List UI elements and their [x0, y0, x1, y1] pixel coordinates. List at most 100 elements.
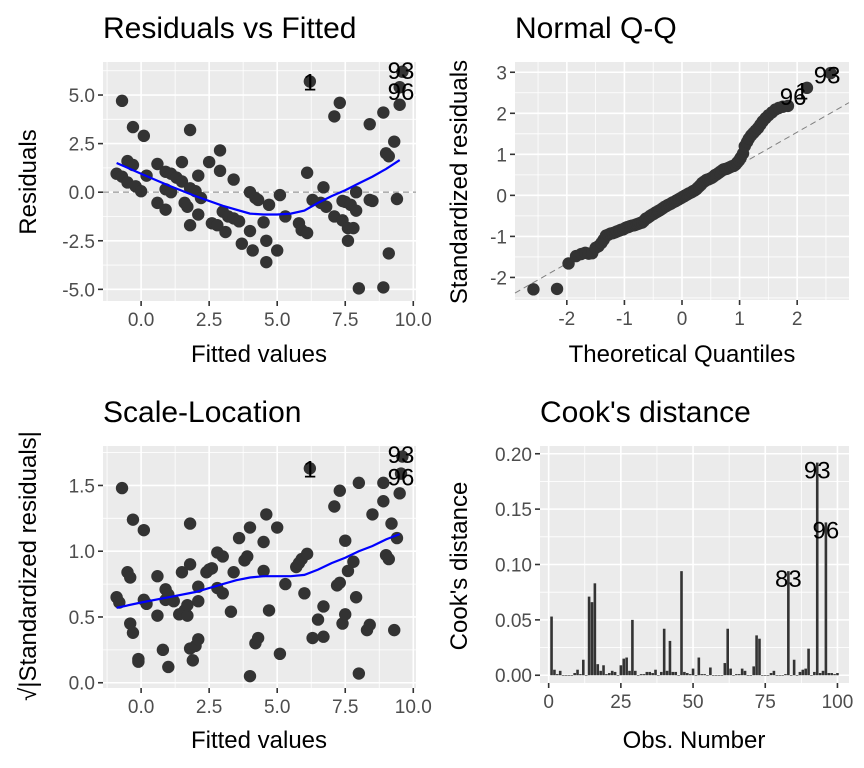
- x-axis-title: Fitted values: [191, 727, 327, 754]
- data-point: [216, 587, 229, 600]
- bar: [570, 675, 574, 676]
- x-axis-title: Fitted values: [191, 341, 327, 368]
- data-point: [382, 552, 395, 566]
- data-point: [134, 185, 148, 198]
- data-point: [227, 566, 240, 579]
- data-point: [227, 173, 240, 186]
- bar: [818, 673, 822, 676]
- x-tick-label: 0.0: [128, 697, 154, 718]
- bar: [775, 675, 779, 676]
- x-tick-label: 5.0: [264, 310, 290, 331]
- bar: [659, 671, 663, 676]
- data-point: [260, 255, 273, 269]
- y-axis-title: Cook's distance: [446, 482, 473, 651]
- point-label: 96: [388, 79, 415, 106]
- bar: [746, 675, 750, 676]
- data-point: [183, 558, 197, 571]
- bar: [743, 670, 747, 676]
- data-point: [257, 535, 270, 549]
- bar: [700, 674, 704, 676]
- data-point: [390, 192, 404, 206]
- x-axis-title: Obs. Number: [623, 727, 766, 754]
- bar: [587, 596, 591, 676]
- y-tick-label: 0.15: [495, 500, 532, 521]
- data-point: [279, 210, 292, 223]
- x-tick-label: 75: [755, 692, 776, 713]
- data-point: [257, 564, 270, 578]
- data-point: [300, 547, 314, 561]
- data-point: [333, 576, 346, 589]
- bar: [558, 670, 562, 676]
- data-point: [328, 110, 341, 123]
- y-axis-title: Residuals: [15, 129, 42, 234]
- bar: [717, 675, 721, 676]
- bar: [579, 674, 582, 676]
- data-point: [300, 166, 314, 179]
- bar: [633, 670, 637, 676]
- bar: [711, 675, 715, 676]
- bar: [662, 628, 666, 676]
- bar: [735, 674, 738, 676]
- bar: [622, 658, 626, 676]
- data-point: [164, 185, 178, 199]
- bar: [599, 670, 602, 676]
- y-tick-label: 1: [496, 145, 507, 166]
- data-point: [366, 508, 379, 521]
- bar: [804, 668, 807, 676]
- y-tick-label: 0.05: [495, 611, 532, 632]
- data-point: [241, 550, 254, 563]
- data-point: [205, 562, 219, 575]
- data-point: [243, 521, 257, 534]
- data-point: [319, 200, 333, 213]
- bar: [752, 666, 756, 676]
- y-tick-label: -5.0: [62, 280, 95, 301]
- bar: [761, 675, 764, 676]
- data-point: [366, 194, 379, 208]
- data-point: [352, 282, 366, 295]
- bar: [576, 669, 579, 676]
- data-point: [260, 234, 273, 247]
- data-point: [192, 633, 205, 646]
- data-point: [251, 193, 265, 207]
- bar: [810, 675, 813, 676]
- data-point: [186, 654, 200, 667]
- data-point: [181, 200, 194, 213]
- bar: [561, 675, 565, 676]
- data-point: [349, 185, 363, 199]
- bar: [714, 675, 718, 676]
- data-point: [126, 626, 140, 639]
- bar: [628, 670, 631, 676]
- y-tick-label: 0.00: [495, 666, 532, 687]
- data-point: [800, 81, 814, 95]
- bar: [732, 675, 735, 676]
- bar: [648, 671, 652, 676]
- data-point: [377, 106, 390, 119]
- data-point: [333, 484, 346, 497]
- bar: [784, 674, 787, 676]
- bar: [582, 659, 585, 676]
- x-tick-label: 1: [734, 309, 745, 330]
- bar: [830, 673, 833, 676]
- x-tick-label: 7.5: [332, 697, 358, 718]
- x-tick-label: 2.5: [196, 310, 222, 331]
- bar: [827, 673, 831, 676]
- data-point: [151, 609, 164, 622]
- bar: [836, 673, 839, 676]
- bar: [619, 665, 623, 676]
- data-point: [162, 660, 175, 674]
- point-label: 96: [780, 84, 807, 111]
- data-point: [393, 81, 406, 94]
- bar: [590, 602, 594, 676]
- data-point: [303, 75, 317, 88]
- data-point: [328, 500, 341, 513]
- data-point: [339, 608, 352, 621]
- x-tick-label: 0: [543, 692, 554, 713]
- x-tick-label: 25: [610, 692, 631, 713]
- bar: [636, 675, 640, 676]
- data-point: [140, 597, 153, 611]
- data-point: [151, 157, 164, 171]
- bar: [723, 663, 727, 676]
- point-label: 93: [814, 62, 841, 89]
- data-point: [192, 208, 205, 221]
- data-point: [235, 237, 249, 250]
